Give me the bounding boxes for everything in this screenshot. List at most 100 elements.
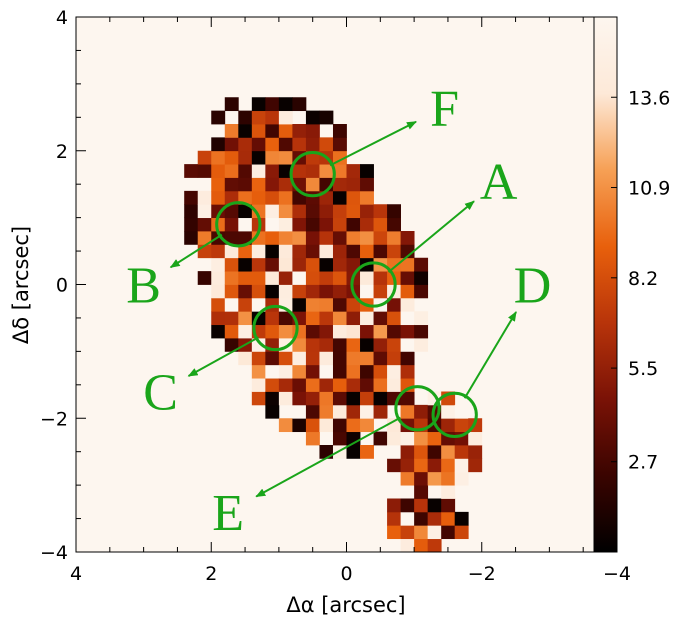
map-pixel bbox=[346, 324, 361, 339]
map-pixel bbox=[292, 271, 307, 285]
map-pixel bbox=[238, 271, 253, 285]
map-pixel bbox=[400, 404, 415, 419]
map-pixel bbox=[265, 404, 280, 419]
map-pixel bbox=[346, 177, 361, 192]
map-pixel bbox=[292, 97, 307, 112]
x-tick-label: −2 bbox=[468, 563, 496, 585]
map-pixel bbox=[441, 498, 456, 513]
map-pixel bbox=[427, 525, 442, 540]
map-pixel bbox=[224, 324, 239, 339]
map-pixel bbox=[414, 445, 429, 459]
map-pixel bbox=[278, 217, 293, 232]
map-pixel bbox=[346, 418, 361, 433]
map-pixel bbox=[427, 431, 442, 446]
map-pixel bbox=[211, 177, 226, 192]
map-pixel bbox=[332, 351, 347, 366]
map-pixel bbox=[400, 351, 415, 366]
map-pixel bbox=[400, 458, 415, 473]
map-pixel bbox=[387, 431, 401, 446]
map-pixel bbox=[414, 471, 429, 486]
map-pixel bbox=[211, 284, 226, 299]
map-pixel bbox=[360, 164, 374, 178]
map-pixel bbox=[265, 311, 280, 326]
map-pixel bbox=[224, 338, 239, 352]
map-pixel bbox=[305, 404, 320, 419]
map-pixel bbox=[400, 498, 415, 513]
map-pixel bbox=[373, 378, 388, 392]
map-pixel bbox=[238, 351, 253, 366]
map-pixel bbox=[305, 351, 320, 366]
map-pixel bbox=[278, 364, 293, 379]
map-pixel bbox=[265, 378, 280, 392]
map-pixel bbox=[319, 364, 334, 379]
map-pixel bbox=[346, 378, 361, 392]
map-pixel bbox=[224, 204, 239, 219]
map-pixel bbox=[441, 458, 456, 473]
map-pixel bbox=[400, 284, 415, 299]
map-pixel bbox=[387, 204, 401, 219]
region-circle-a bbox=[350, 261, 397, 308]
map-pixel bbox=[292, 244, 307, 259]
map-pixel bbox=[332, 418, 347, 433]
map-pixel bbox=[292, 391, 307, 406]
map-pixel bbox=[346, 445, 361, 459]
map-pixel bbox=[332, 378, 347, 392]
map-pixel bbox=[414, 324, 429, 339]
map-pixel bbox=[454, 471, 469, 486]
map-pixel bbox=[319, 110, 334, 125]
map-pixel bbox=[278, 177, 293, 192]
map-pixel bbox=[238, 324, 253, 339]
map-pixel bbox=[197, 231, 212, 245]
x-tick-label: 2 bbox=[205, 563, 217, 585]
map-pixel bbox=[414, 338, 429, 352]
map-pixel bbox=[211, 271, 226, 285]
map-pixel bbox=[373, 351, 388, 366]
map-pixel bbox=[387, 297, 401, 312]
map-pixel bbox=[251, 351, 266, 366]
map-pixel bbox=[211, 190, 226, 205]
map-pixel bbox=[332, 284, 347, 299]
map-pixel bbox=[400, 257, 415, 272]
map-pixel bbox=[332, 364, 347, 379]
map-pixel bbox=[360, 244, 374, 259]
map-pixel bbox=[251, 231, 266, 245]
map-pixel bbox=[305, 418, 320, 433]
map-pixel bbox=[441, 485, 456, 499]
map-pixel bbox=[224, 284, 239, 299]
map-pixel bbox=[360, 311, 374, 326]
map-pixel bbox=[468, 431, 483, 446]
map-pixel bbox=[211, 311, 226, 326]
map-pixel bbox=[346, 231, 361, 245]
map-pixel bbox=[238, 257, 253, 272]
x-tick-label: 4 bbox=[70, 563, 82, 585]
map-pixel bbox=[319, 244, 334, 259]
map-pixel bbox=[346, 364, 361, 379]
region-annotations: A BC D E F bbox=[126, 80, 551, 542]
map-pixel bbox=[305, 217, 320, 232]
map-pixel bbox=[238, 124, 253, 138]
map-pixel bbox=[454, 458, 469, 473]
map-pixel bbox=[360, 204, 374, 219]
map-pixel bbox=[427, 511, 442, 526]
map-pixel bbox=[265, 297, 280, 312]
map-pixel bbox=[251, 124, 266, 138]
map-pixel bbox=[427, 498, 442, 513]
map-pixel bbox=[360, 324, 374, 339]
colorbar: 2.7 5.5 8.2 10.9 13.6 bbox=[593, 16, 670, 553]
map-pixel bbox=[414, 498, 429, 513]
region-arrow-f bbox=[329, 120, 417, 167]
map-pixel bbox=[387, 257, 401, 272]
map-pixel bbox=[278, 231, 293, 245]
map-pixel bbox=[332, 431, 347, 446]
map-pixel bbox=[238, 177, 253, 192]
map-pixel bbox=[238, 137, 253, 152]
map-pixel bbox=[400, 231, 415, 245]
map-pixel bbox=[373, 364, 388, 379]
map-pixel bbox=[305, 431, 320, 446]
region-arrow-a bbox=[387, 200, 475, 273]
map-pixel bbox=[400, 538, 415, 553]
map-pixel bbox=[414, 284, 429, 299]
map-pixel bbox=[346, 204, 361, 219]
map-pixel bbox=[278, 418, 293, 433]
